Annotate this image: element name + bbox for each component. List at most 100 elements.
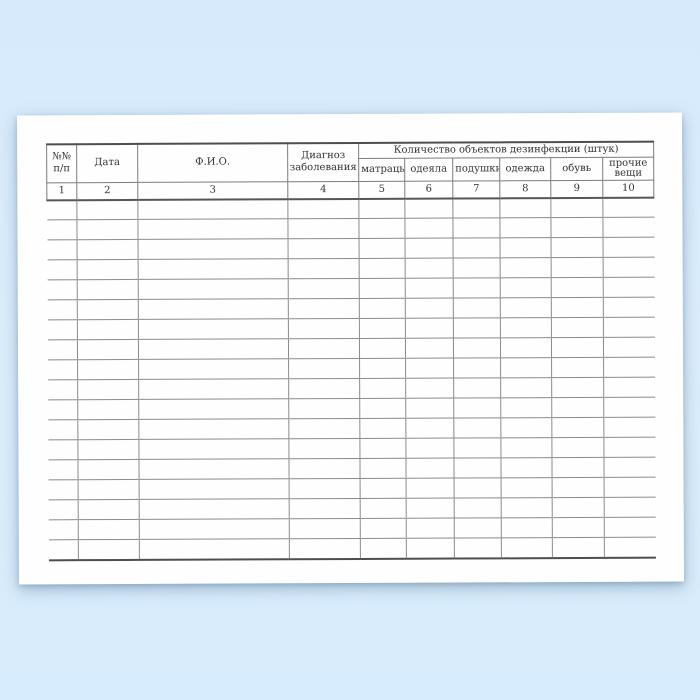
column-number-cell: 1 <box>46 182 77 200</box>
empty-cell <box>359 398 406 419</box>
empty-cell <box>501 537 553 558</box>
empty-cell <box>359 438 406 459</box>
table-row <box>47 377 655 400</box>
empty-cell <box>551 337 604 358</box>
empty-cell <box>550 197 603 218</box>
empty-cell <box>552 537 605 558</box>
empty-cell <box>603 397 655 418</box>
empty-cell <box>288 298 360 319</box>
header-label: Диагноз <box>301 150 346 162</box>
header-cell-mattresses: матрацы <box>358 157 405 181</box>
empty-cell <box>78 499 140 520</box>
header-label: №№ <box>52 151 72 163</box>
empty-cell <box>500 297 552 318</box>
empty-cell <box>500 337 552 358</box>
empty-cell <box>405 358 454 379</box>
empty-cell <box>500 397 552 418</box>
empty-cell <box>288 338 360 359</box>
empty-cell <box>603 417 655 438</box>
empty-cell <box>138 458 290 480</box>
empty-cell <box>359 338 406 359</box>
empty-cell <box>139 538 290 560</box>
empty-cell <box>47 419 78 440</box>
header-cell-shoes: обувь <box>550 156 603 181</box>
empty-cell <box>602 197 654 218</box>
empty-cell <box>499 217 552 238</box>
table-row <box>47 357 655 380</box>
empty-cell <box>604 517 656 538</box>
empty-cell <box>287 218 360 239</box>
empty-cell <box>360 518 407 539</box>
table-row <box>48 537 656 560</box>
empty-cell <box>78 479 140 500</box>
empty-cell <box>46 199 77 220</box>
empty-cell <box>47 359 78 380</box>
empty-cell <box>501 477 553 498</box>
empty-cell <box>603 277 655 298</box>
empty-cell <box>77 399 139 420</box>
empty-cell <box>406 478 455 499</box>
empty-cell <box>48 519 79 540</box>
empty-cell <box>47 299 78 320</box>
empty-cell <box>138 418 289 440</box>
empty-cell <box>46 219 78 240</box>
empty-cell <box>500 437 552 458</box>
empty-cell <box>289 538 361 559</box>
empty-cell <box>137 218 289 240</box>
empty-cell <box>288 458 361 479</box>
empty-cell <box>288 398 360 419</box>
table-row <box>47 457 656 480</box>
empty-cell <box>454 537 502 559</box>
empty-cell <box>452 217 501 239</box>
empty-cell <box>359 458 407 479</box>
empty-cell <box>453 357 501 379</box>
empty-cell <box>138 318 289 340</box>
empty-cell <box>603 357 655 378</box>
empty-cell <box>47 399 78 420</box>
empty-cell <box>551 317 604 338</box>
header-cell-group: Количество объектов дезинфекции (штук) <box>358 141 654 158</box>
empty-cell <box>602 217 655 238</box>
empty-cell <box>139 498 290 520</box>
empty-cell <box>138 238 289 260</box>
empty-cell <box>139 518 290 540</box>
column-number-cell: 5 <box>358 180 405 199</box>
table-header: №№ п/п Дата Ф.И.О. Диагноз заболевания К… <box>46 141 654 200</box>
empty-cell <box>405 258 454 279</box>
empty-cell <box>47 339 78 360</box>
empty-cell <box>453 377 501 399</box>
empty-cell <box>404 198 453 219</box>
empty-cell <box>453 297 501 319</box>
empty-cell <box>358 198 405 219</box>
column-number-cell: 7 <box>452 180 500 199</box>
empty-cell <box>603 337 655 358</box>
empty-cell <box>77 299 139 320</box>
empty-cell <box>500 377 552 398</box>
header-cell-npp: №№ п/п <box>46 144 77 183</box>
empty-cell <box>551 417 604 438</box>
column-number-cell: 3 <box>137 181 288 200</box>
empty-cell <box>404 218 454 239</box>
empty-cell <box>288 318 360 339</box>
empty-cell <box>604 477 656 498</box>
empty-cell <box>360 478 407 499</box>
empty-cell <box>501 517 553 538</box>
empty-cell <box>48 479 79 500</box>
empty-cell <box>76 219 139 240</box>
empty-cell <box>288 258 360 279</box>
empty-cell <box>289 518 361 539</box>
empty-cell <box>499 197 551 218</box>
table-row <box>47 337 655 360</box>
empty-cell <box>359 418 406 439</box>
empty-cell <box>551 437 604 458</box>
empty-cell <box>139 478 290 500</box>
table-row <box>46 197 654 220</box>
empty-cell <box>453 277 501 299</box>
empty-cell <box>603 317 655 338</box>
empty-cell <box>288 438 360 459</box>
empty-cell <box>405 378 454 399</box>
empty-cell <box>47 279 78 300</box>
empty-cell <box>454 477 502 499</box>
empty-cell <box>47 439 78 460</box>
